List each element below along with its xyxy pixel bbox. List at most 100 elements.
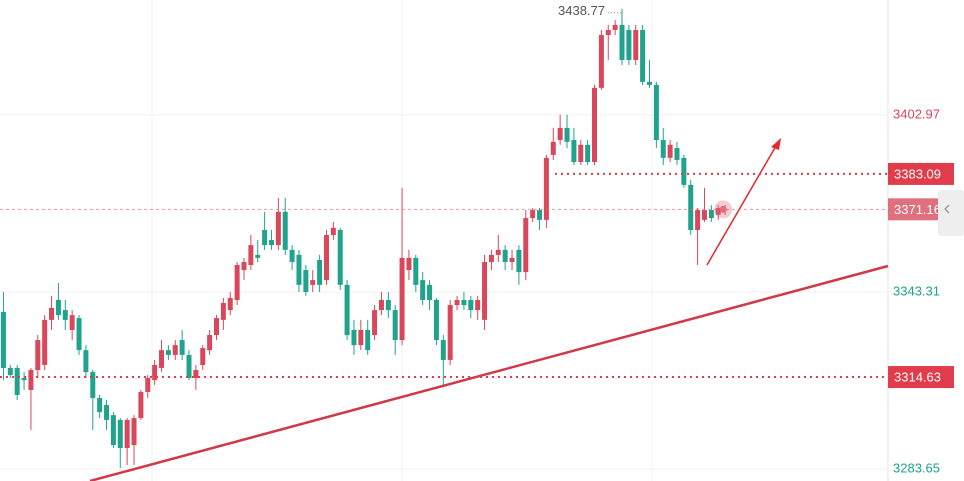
max-label: 3438.77 [558, 3, 605, 18]
candle-body [186, 354, 192, 379]
candle-body [495, 249, 501, 255]
candle-body [76, 318, 82, 351]
candle-body [550, 141, 556, 155]
candle-body [598, 35, 604, 88]
candle-body [323, 235, 329, 281]
y-tick-label: 3343.31 [893, 283, 940, 298]
scroll-chevron [944, 204, 950, 214]
candle-body [227, 297, 233, 311]
candle-body [213, 318, 219, 336]
candle-body [695, 210, 701, 230]
candle-body [165, 350, 171, 355]
y-tick-label: 3283.65 [893, 460, 940, 475]
scroll-handle[interactable] [938, 190, 964, 236]
candles [0, 8, 728, 468]
candle-body [365, 329, 371, 351]
candle-body [523, 218, 529, 273]
candle-body [578, 144, 584, 163]
candle-body [7, 367, 13, 376]
candle-body [372, 310, 378, 336]
candle-body [592, 87, 598, 163]
candle-body [131, 418, 137, 446]
candle-body [296, 254, 302, 285]
candle-body [605, 29, 611, 36]
candle-body [138, 391, 144, 419]
candle-body [145, 378, 151, 392]
candle-body [35, 340, 41, 371]
candle-body [220, 302, 226, 320]
candle-body [268, 240, 274, 246]
grid [0, 114, 888, 470]
candle-body [358, 329, 364, 346]
candle-body [633, 29, 639, 60]
candle-body [289, 249, 295, 263]
candle-body [28, 370, 34, 390]
candle-body [330, 227, 336, 236]
candle-body [688, 184, 694, 230]
candle-body [557, 127, 563, 141]
candle-body [537, 210, 543, 220]
candle-body [179, 340, 185, 355]
candle-body [530, 210, 536, 219]
y-tick-label: 3402.97 [893, 106, 940, 121]
candle-body [117, 419, 123, 449]
candle-body [681, 157, 687, 185]
candle-body [172, 345, 178, 355]
candle-body [461, 299, 467, 306]
candle-body [612, 24, 618, 30]
candle-body [708, 210, 714, 219]
candle-body [571, 140, 577, 163]
candle-body [509, 257, 515, 263]
candle-body [104, 405, 110, 420]
candle-body [42, 319, 48, 365]
candle-body [337, 229, 343, 285]
candle-body [317, 259, 323, 285]
candle-body [440, 340, 446, 360]
candle-body [646, 81, 652, 85]
candle-body [14, 367, 20, 395]
candle-body [640, 29, 646, 82]
candle-body [234, 264, 240, 300]
candle-body [420, 280, 426, 300]
candle-body [447, 305, 453, 360]
price-badge [888, 198, 954, 221]
candle-body [653, 84, 659, 141]
candle-body [626, 29, 632, 60]
candle-body [392, 310, 398, 341]
candle-body [344, 284, 350, 336]
candle-body [97, 397, 103, 413]
candle-body [282, 211, 288, 250]
candle-body [715, 208, 721, 215]
candle-body [543, 157, 549, 220]
candle-body [399, 257, 405, 341]
candle-body [255, 254, 261, 258]
candle-body [262, 229, 268, 246]
candle-body [701, 210, 707, 220]
candle-body [488, 254, 494, 263]
candle-body [193, 370, 199, 379]
candle-body [667, 144, 673, 158]
candle-body [502, 249, 508, 263]
candle-body [241, 262, 247, 271]
candle-body [69, 315, 75, 330]
candle-body [378, 299, 384, 311]
price-badge-label: 3371.16 [894, 202, 941, 217]
current-price-dot [719, 205, 727, 213]
candle-body [152, 364, 158, 381]
candle-body [200, 348, 206, 365]
candle-body [433, 299, 439, 341]
candle-body [90, 372, 96, 398]
candle-body [427, 284, 433, 300]
candle-body [619, 24, 625, 60]
candle-body [310, 280, 316, 285]
candle-body [674, 148, 680, 160]
candle-body [413, 257, 419, 285]
candle-body [454, 299, 460, 306]
candle-body [406, 257, 412, 271]
candle-body [303, 270, 309, 292]
candle-body [83, 350, 89, 373]
candle-body [124, 419, 130, 449]
candle-body [110, 415, 116, 446]
